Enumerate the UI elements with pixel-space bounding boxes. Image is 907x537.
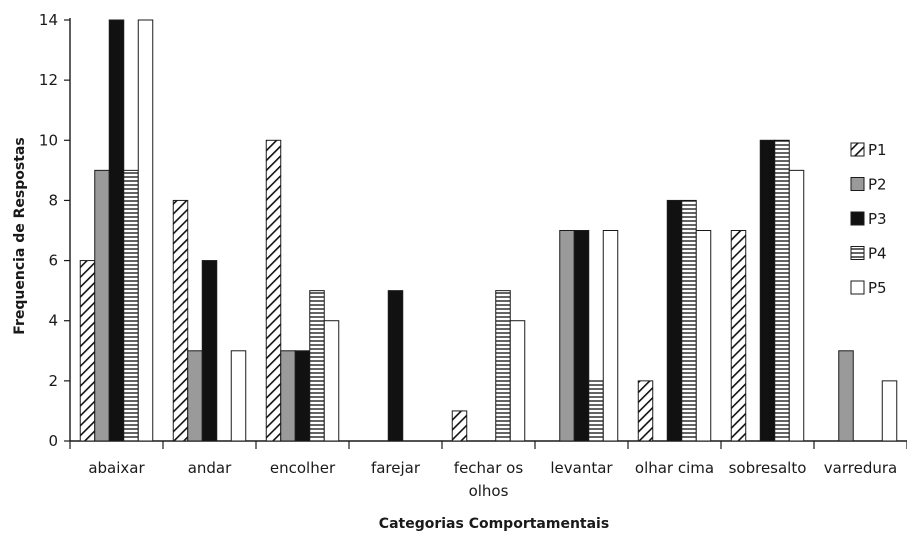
- bar-p4: [123, 169, 139, 442]
- bar-p2: [94, 169, 110, 442]
- legend-label-p1: P1: [868, 141, 887, 159]
- bar-p3: [573, 230, 590, 442]
- bar-p2: [838, 350, 854, 442]
- bar-p2: [559, 230, 575, 442]
- bar-p4: [681, 199, 697, 442]
- bar-p4: [774, 139, 790, 442]
- y-tick-label: 0: [48, 432, 58, 450]
- x-tick-label: olhar cima: [635, 459, 714, 477]
- bar-p3: [294, 350, 311, 442]
- y-tick-label: 12: [39, 71, 58, 89]
- legend-swatch-p4: [850, 246, 865, 260]
- x-tick-label: varredura: [824, 459, 897, 477]
- bar-p3: [387, 290, 404, 442]
- legend-label-p3: P3: [868, 210, 887, 228]
- bar-p4: [309, 290, 325, 442]
- bar-p3: [759, 139, 776, 442]
- legend-label-p5: P5: [868, 279, 887, 297]
- bar-p1: [730, 230, 747, 442]
- legend-swatch-p1: [850, 142, 865, 157]
- legend-swatch-p2: [850, 177, 865, 191]
- bar-p1: [172, 199, 189, 442]
- y-tick-label: 2: [48, 372, 58, 390]
- y-tick-label: 14: [39, 11, 58, 29]
- legend-swatch-p3: [850, 211, 865, 226]
- bar-p2: [280, 350, 296, 442]
- bar-p3: [108, 19, 125, 442]
- x-tick-label: andar: [188, 459, 232, 477]
- x-tick-label: levantar: [550, 459, 613, 477]
- bar-p5: [137, 19, 154, 442]
- bar-p4: [495, 290, 511, 442]
- legend-label-p4: P4: [868, 245, 887, 263]
- x-tick-label: farejar: [371, 459, 421, 477]
- bar-p5: [230, 350, 247, 442]
- bar-p2: [187, 350, 203, 442]
- x-tick-label: fechar os: [454, 459, 524, 477]
- bar-p1: [265, 139, 282, 442]
- x-tick-label: encolher: [270, 459, 336, 477]
- bars-group: [79, 19, 898, 442]
- bar-p1: [637, 380, 654, 442]
- y-tick-label: 4: [48, 312, 58, 330]
- x-tick-label: abaixar: [88, 459, 145, 477]
- bar-p4: [588, 380, 604, 442]
- x-tick-label: sobresalto: [729, 459, 807, 477]
- legend-label-p2: P2: [868, 176, 887, 194]
- y-tick-label: 8: [48, 191, 58, 209]
- legend-swatch-p5: [850, 280, 865, 295]
- bar-p3: [666, 199, 683, 442]
- bar-p5: [602, 230, 619, 442]
- bar-p1: [451, 410, 468, 442]
- y-tick-label: 6: [48, 252, 58, 270]
- x-tick-label: olhos: [469, 482, 509, 500]
- y-tick-label: 10: [39, 131, 58, 149]
- bar-p5: [788, 169, 805, 442]
- bar-p5: [509, 320, 526, 442]
- bar-p3: [201, 260, 218, 442]
- x-axis-title: Categorias Comportamentais: [379, 516, 609, 532]
- x-tick-labels: abaixar andar encolher farejar fechar os olho…: [88, 459, 897, 500]
- legend: P1 P2 P3 P4 P5: [850, 141, 887, 297]
- y-axis-title: Frequencia de Respostas: [12, 137, 28, 334]
- bar-p5: [323, 320, 340, 442]
- bar-p5: [881, 380, 898, 442]
- bar-p1: [79, 260, 96, 442]
- bar-p5: [695, 230, 712, 442]
